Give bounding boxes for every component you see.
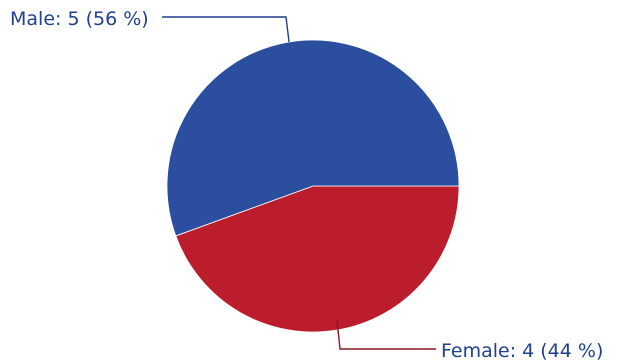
- leader-line-male: [162, 16, 290, 43]
- pie-slice-male: [166, 39, 460, 237]
- leaders-group: [162, 16, 436, 350]
- leader-line-female: [336, 319, 436, 350]
- slice-label-male: Male: 5 (56 %): [10, 8, 149, 30]
- slice-label-female: Female: 4 (44 %): [441, 340, 603, 362]
- slices-group: [166, 39, 460, 333]
